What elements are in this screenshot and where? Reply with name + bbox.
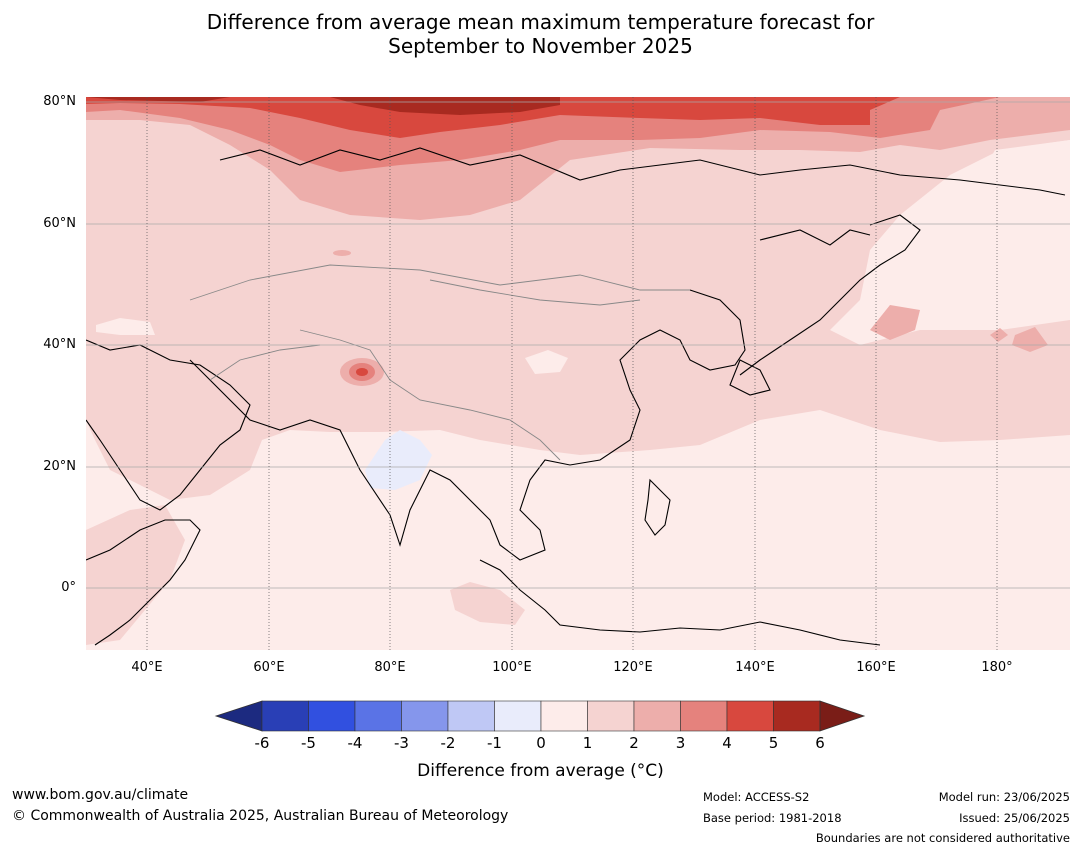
colorbar-label: Difference from average (°C) <box>417 761 664 781</box>
lon-label-120e: 120°E <box>613 660 653 675</box>
colorbar-tick-label: 4 <box>722 734 732 752</box>
map-title-line1: Difference from average mean maximum tem… <box>206 10 875 34</box>
colorbar-tick-label: 6 <box>815 734 825 752</box>
coastlines <box>86 147 1066 646</box>
colorbar-tick-label: -1 <box>487 734 502 752</box>
colorbar-extend-low <box>214 700 263 732</box>
model-run-text: Model run: 23/06/2025 <box>938 790 1070 804</box>
website-link[interactable]: www.bom.gov.au/climate <box>12 787 189 803</box>
lat-label-20n: 20°N <box>43 459 76 474</box>
map-title-line2: September to November 2025 <box>388 34 693 58</box>
colorbar-segment <box>633 700 681 732</box>
colorbar-segment <box>354 700 402 732</box>
colorbar-tick-label: -3 <box>394 734 409 752</box>
colorbar-segment <box>494 700 542 732</box>
colorbar-segment <box>726 700 774 732</box>
colorbar-segment <box>587 700 635 732</box>
lon-label-100e: 100°E <box>492 660 532 675</box>
temperature-anomaly-field <box>86 97 1070 650</box>
colorbar-segment <box>680 700 728 732</box>
colorbar-segment <box>773 700 821 732</box>
colorbar-segment <box>401 700 449 732</box>
longitude-gridlines <box>146 97 998 650</box>
latitude-gridlines <box>86 101 1070 589</box>
colorbar-tick-label: -6 <box>254 734 270 752</box>
colorbar-tick-label: 5 <box>768 734 779 752</box>
colorbar-tick-label: -4 <box>347 734 363 752</box>
colorbar-tick-label: 3 <box>675 734 686 752</box>
colorbar-extend-high <box>819 700 866 732</box>
model-text: Model: ACCESS-S2 <box>703 790 810 804</box>
lat-label-40n: 40°N <box>43 337 76 352</box>
issued-text: Issued: 25/06/2025 <box>959 811 1070 825</box>
colorbar-segment <box>261 700 309 732</box>
colorbar-segment <box>447 700 495 732</box>
lon-label-80e: 80°E <box>374 660 406 675</box>
lon-label-60e: 60°E <box>253 660 285 675</box>
lon-label-40e: 40°E <box>131 660 163 675</box>
lat-label-60n: 60°N <box>43 216 76 231</box>
copyright-text: © Commonwealth of Australia 2025, Austra… <box>12 808 509 824</box>
colorbar-tick-label: -2 <box>440 734 456 752</box>
lat-label-80n: 80°N <box>43 94 76 109</box>
colorbar-segment <box>540 700 588 732</box>
lon-label-180: 180° <box>981 660 1013 675</box>
disclaimer-text: Boundaries are not considered authoritat… <box>815 831 1070 845</box>
colorbar-segment <box>308 700 356 732</box>
colorbar-tick-label: 2 <box>629 734 639 752</box>
colorbar-tick-label: 0 <box>536 734 546 752</box>
colorbar-tick-label: -5 <box>301 734 316 752</box>
country-borders <box>189 264 690 461</box>
lat-label-0: 0° <box>61 580 76 595</box>
colorbar-tick-label: 1 <box>582 734 593 752</box>
base-period-text: Base period: 1981-2018 <box>703 811 842 825</box>
lon-label-140e: 140°E <box>735 660 775 675</box>
lon-label-160e: 160°E <box>856 660 896 675</box>
